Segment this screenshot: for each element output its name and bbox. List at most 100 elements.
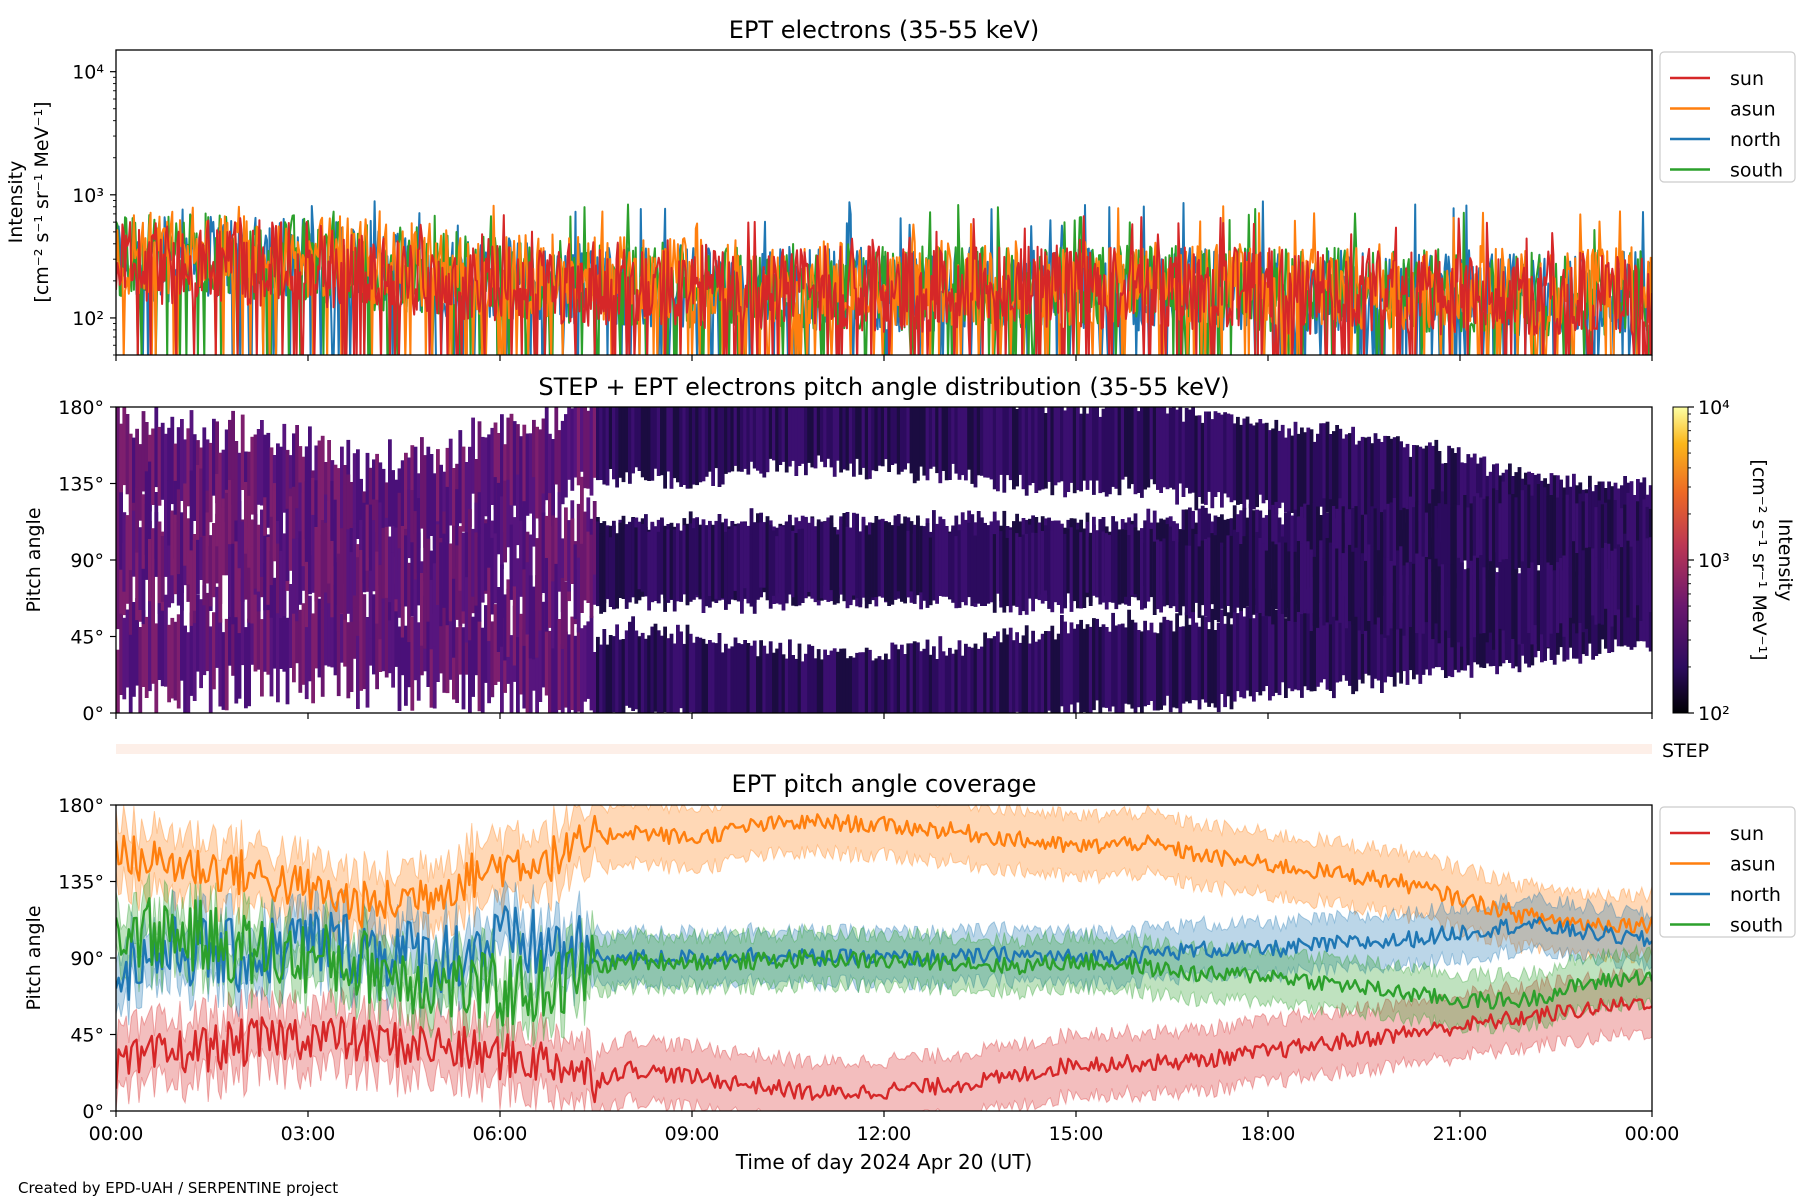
pad-cell-north — [1482, 498, 1487, 578]
pad-cell-south — [186, 518, 191, 585]
pad-cell-asun — [1172, 407, 1176, 490]
pad-cell-south — [154, 492, 159, 559]
pad-cell-asun — [506, 417, 511, 498]
pad-cell-south — [192, 534, 197, 611]
pad-cell-south — [404, 535, 408, 607]
pad-cell-south — [474, 532, 479, 606]
pad-cell-south — [650, 521, 655, 601]
pad-cell-south — [544, 558, 549, 632]
pad-cell-south — [1178, 542, 1183, 616]
pad-cell-sun — [692, 642, 696, 713]
step-bar-strip — [116, 744, 1652, 754]
pad-cell-south — [1204, 539, 1208, 617]
pad-cell-south — [375, 551, 379, 624]
pad-cell-sun — [1306, 609, 1311, 691]
pad-cell-south — [1236, 532, 1240, 608]
pad-cell-asun — [733, 407, 738, 466]
pad-cell-south — [503, 594, 507, 661]
pad-cell-south — [1306, 541, 1311, 614]
pad-cell-asun — [1156, 407, 1160, 490]
pad-cell-south — [1604, 542, 1608, 609]
pad-cell-south — [615, 533, 619, 609]
pad-cell-asun — [807, 407, 811, 463]
x-tick-label: 06:00 — [473, 1123, 528, 1145]
pad-cell-asun — [695, 407, 699, 486]
pad-cell-asun — [1293, 421, 1298, 516]
pad-cell-south — [228, 544, 232, 617]
legend-label-south: south — [1730, 160, 1783, 182]
pad-cell-asun — [1197, 415, 1202, 497]
pad-cell-asun — [823, 407, 827, 468]
pad-cell-asun — [964, 407, 968, 481]
x-tick-label: 15:00 — [1049, 1123, 1104, 1145]
pad-cell-asun — [1364, 437, 1368, 525]
pad-cell-asun — [250, 436, 255, 515]
pad-cell-asun — [151, 428, 155, 505]
pad-cell-sun — [1373, 603, 1378, 679]
pad-cell-sun — [240, 578, 245, 666]
pad-cell-sun — [1309, 612, 1314, 692]
pad-cell-south — [196, 465, 200, 540]
pad-cell-asun — [1453, 453, 1458, 540]
pad-cell-sun — [1328, 610, 1333, 691]
pad-cell-sun — [967, 646, 971, 713]
pad-cell-south — [1293, 551, 1298, 622]
pad-cell-sun — [141, 610, 146, 687]
pad-cell-south — [116, 485, 120, 554]
pad-cell-sun — [589, 615, 594, 711]
pad-cell-asun — [1399, 441, 1403, 536]
pad-cell-sun — [474, 589, 479, 676]
pad-cell-asun — [1287, 428, 1291, 520]
pad-cell-sun — [1098, 626, 1103, 713]
pad-cell-sun — [394, 583, 399, 667]
pad-cell-south — [1287, 551, 1291, 621]
pad-cell-south — [1200, 540, 1205, 606]
pad-cell-asun — [295, 425, 299, 512]
pad-cell-sun — [1165, 619, 1170, 696]
pad-cell-sun — [663, 626, 667, 713]
pad-cell-north — [1472, 496, 1477, 573]
pad-cell-south — [676, 523, 680, 602]
pad-cell-south — [1008, 529, 1013, 613]
pad-cell-south — [365, 504, 370, 571]
pad-cell-asun — [685, 407, 690, 489]
pad-cell-south — [775, 536, 779, 604]
pad-cell-north — [1575, 503, 1579, 572]
pad-cell-asun — [663, 407, 667, 489]
pad-cell-sun — [855, 652, 859, 713]
pad-cell-south — [714, 520, 719, 599]
pad-cell-asun — [1012, 407, 1016, 490]
pad-cell-sun — [1072, 628, 1077, 713]
pad-cell-asun — [1053, 407, 1058, 486]
pad-cell-asun — [746, 407, 751, 475]
pad-cell-asun — [874, 407, 879, 472]
pad-cell-north — [1450, 507, 1455, 575]
pad-cell-asun — [1210, 419, 1215, 509]
pad-cell-asun — [903, 407, 907, 470]
pad-cell-north — [1565, 494, 1570, 570]
pad-cell-south — [1399, 546, 1403, 629]
pad-cell-south — [372, 520, 376, 592]
pad-cell-sun — [132, 602, 136, 697]
colorbar-tick-label: 10² — [1698, 703, 1730, 725]
pad-cell-north — [1626, 492, 1631, 573]
pad-cell-south — [951, 525, 955, 599]
pad-cell-north — [468, 509, 472, 575]
pad-cell-south — [327, 500, 331, 584]
pad-cell-south — [624, 524, 629, 609]
pad-cell-asun — [1348, 433, 1352, 520]
pad-cell-sun — [932, 646, 936, 713]
pad-cell-south — [157, 521, 162, 604]
pad-cell-asun — [967, 407, 971, 470]
pad-cell-sun — [445, 617, 450, 694]
pad-cell-asun — [1178, 407, 1183, 484]
pad-cell-asun — [868, 407, 872, 479]
pad-cell-sun — [1290, 601, 1295, 692]
pad-cell-asun — [1114, 407, 1119, 489]
pad-cell-sun — [346, 622, 351, 699]
pad-cell-north — [1434, 505, 1439, 585]
pad-cell-south — [237, 501, 242, 569]
pad-cell-sun — [416, 622, 421, 701]
step-bar: STEP — [116, 740, 1709, 762]
y-tick-label: 45° — [70, 627, 104, 649]
